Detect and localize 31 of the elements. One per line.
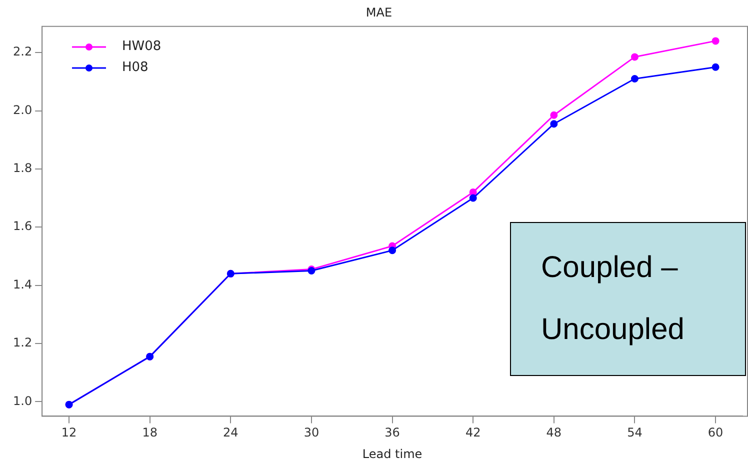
point (630, 75, 638, 83)
point (550, 111, 558, 119)
chart-title: MAE (366, 5, 392, 20)
x-tick-label: 36 (384, 426, 400, 440)
annotation: Coupled – (541, 250, 679, 286)
point (388, 246, 396, 254)
annotation: Uncoupled (541, 312, 686, 348)
x-tick-label: 48 (546, 426, 562, 440)
point (630, 53, 638, 61)
y-tick-label: 1.4 (12, 277, 32, 292)
x-tick-label: 30 (304, 426, 320, 440)
y-tick-label: 2.0 (12, 102, 32, 117)
y-tick-label: 2.2 (12, 44, 32, 59)
x-tick-label: 60 (708, 426, 724, 440)
legend-label: HW08 (122, 39, 162, 54)
point (712, 63, 720, 71)
y-tick-label: 1.0 (12, 394, 32, 408)
point (712, 37, 720, 45)
y-tick-label: 1.2 (12, 336, 32, 350)
y-tick-label: 1.8 (12, 161, 32, 176)
x-tick-label: 42 (465, 426, 481, 440)
point (469, 188, 477, 196)
x-tick-label: 54 (627, 426, 642, 440)
x-tick-label: 12 (61, 426, 77, 440)
y-tick-label: 1.6 (12, 219, 32, 234)
x-tick-label: 18 (142, 426, 158, 440)
point (469, 194, 477, 202)
x-axis-title: Lead time (362, 446, 422, 461)
legend-label: H08 (122, 60, 148, 75)
point (550, 120, 558, 128)
x-tick-label: 24 (223, 426, 238, 440)
